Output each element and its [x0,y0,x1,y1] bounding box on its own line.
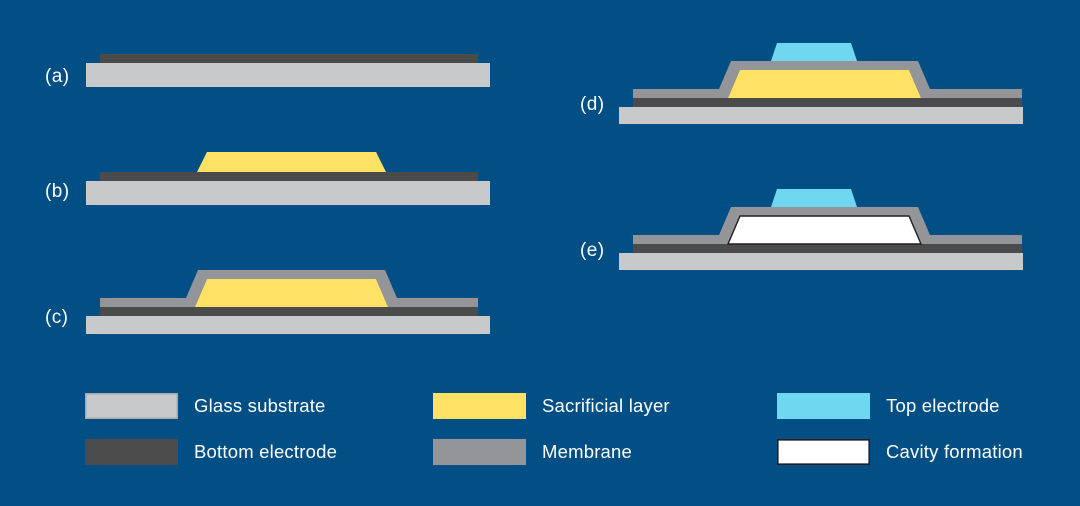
top-electrode-layer [771,189,857,207]
panel-label-c: (c) [45,307,69,328]
glass-substrate-layer [619,107,1023,131]
legend-label-top-electrode: Top electrode [886,395,1000,416]
glass-substrate-layer [86,316,490,340]
panel-label-d: (d) [580,94,605,115]
membrane-layer [100,270,478,307]
bottom-electrode-layer [100,172,478,181]
legend-item-glass-substrate: Glass substrate [85,393,326,419]
glass-substrate-layer [619,253,1023,277]
legend-item-cavity-formation: Cavity formation [777,439,1023,465]
panel-label-a: (a) [45,66,70,87]
panel-d-svg [619,43,1023,131]
membrane-layer [633,61,1022,98]
panel-diagram-a [86,44,496,96]
panel-diagram-c [86,262,496,340]
glass-substrate-layer [86,63,490,87]
legend-swatch-cavity-formation [777,439,870,465]
panel-diagram-e [619,184,1039,277]
legend-swatch-sacrificial-layer [433,393,526,419]
glass-substrate-layer [86,181,490,205]
legend-swatch-bottom-electrode [85,439,178,465]
legend-item-membrane: Membrane [433,439,632,465]
legend-label-membrane: Membrane [542,441,633,462]
panel-diagram-b [86,146,496,208]
membrane-layer [633,207,1022,244]
cavity-formation-layer [726,215,923,245]
bottom-electrode-layer [100,54,478,63]
panel-label-b: (b) [45,181,70,202]
panel-label-e: (e) [580,240,605,261]
legend-label-bottom-electrode: Bottom electrode [194,441,338,462]
legend-label-cavity-formation: Cavity formation [886,441,1023,462]
legend-swatch-membrane [433,439,526,465]
legend-item-top-electrode: Top electrode [777,393,1000,419]
bottom-electrode-layer [633,98,1022,107]
legend-swatch-glass-substrate [85,393,178,419]
top-electrode-layer [771,43,857,61]
panel-a-svg [86,54,490,87]
legend-label-glass-substrate: Glass substrate [194,395,326,416]
sacrificial-layer-top [197,152,386,172]
sacrificial-layer-layer [195,279,388,307]
panel-diagram-d [619,38,1039,131]
panel-c-svg [86,270,490,340]
bottom-electrode-layer [633,244,1022,253]
bottom-electrode-layer [100,307,478,316]
panel-b-svg [86,152,490,205]
legend-item-bottom-electrode: Bottom electrode [85,439,337,465]
legend-swatch-top-electrode [777,393,870,419]
legend-label-sacrificial-layer: Sacrificial layer [542,395,670,416]
legend-item-sacrificial-layer: Sacrificial layer [433,393,670,419]
panel-e-svg [619,189,1023,277]
sacrificial-layer-layer [728,70,921,98]
